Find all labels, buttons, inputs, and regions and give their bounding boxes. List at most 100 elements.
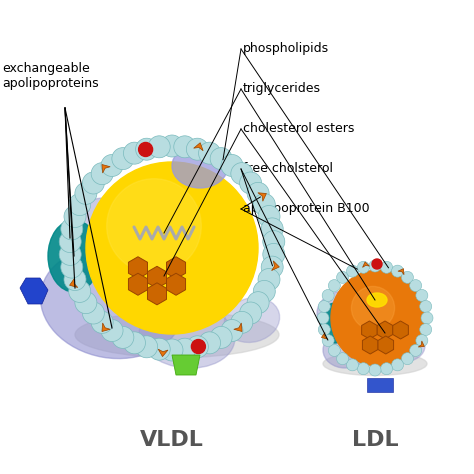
Circle shape [351,286,394,329]
Ellipse shape [64,198,144,262]
Circle shape [239,172,262,194]
Polygon shape [102,323,110,331]
Ellipse shape [139,304,235,368]
Circle shape [199,332,220,354]
Circle shape [221,319,243,342]
Circle shape [123,142,146,164]
Circle shape [392,265,403,277]
Circle shape [331,270,427,366]
Circle shape [416,335,428,346]
Ellipse shape [75,312,279,358]
Ellipse shape [40,247,183,359]
Circle shape [421,312,433,324]
Ellipse shape [377,284,413,312]
Circle shape [410,280,422,292]
Ellipse shape [48,220,100,292]
Text: phospholipids: phospholipids [243,42,329,55]
Circle shape [101,319,123,342]
Circle shape [64,268,86,291]
Circle shape [369,260,381,272]
Ellipse shape [367,293,387,307]
Polygon shape [147,283,166,305]
Circle shape [136,336,158,358]
Circle shape [239,302,262,324]
Polygon shape [363,336,378,354]
Polygon shape [147,266,166,288]
Polygon shape [70,278,78,288]
Circle shape [69,281,91,302]
Circle shape [138,143,153,156]
Circle shape [319,301,330,312]
Circle shape [61,256,83,278]
Polygon shape [377,321,393,339]
Circle shape [107,179,201,273]
Circle shape [61,218,83,240]
Circle shape [253,281,275,302]
Circle shape [372,259,382,269]
Ellipse shape [224,298,280,342]
Circle shape [419,324,432,336]
Polygon shape [362,321,377,339]
Circle shape [263,230,285,253]
Circle shape [231,163,253,185]
Circle shape [328,345,340,356]
Polygon shape [272,261,279,271]
Circle shape [210,147,232,170]
Ellipse shape [381,330,425,362]
Circle shape [186,138,209,160]
Ellipse shape [321,303,349,343]
Circle shape [410,345,422,356]
Polygon shape [102,164,110,173]
Polygon shape [20,278,48,304]
Circle shape [416,290,428,301]
Polygon shape [128,257,147,279]
Polygon shape [172,355,200,375]
Circle shape [136,138,158,160]
Circle shape [69,193,91,216]
Polygon shape [258,193,266,201]
Text: apolipoprotein B100: apolipoprotein B100 [243,202,370,215]
Text: triglycerides: triglycerides [243,82,321,95]
Circle shape [401,271,413,283]
Circle shape [357,261,369,273]
Circle shape [261,256,283,278]
Polygon shape [321,332,328,339]
Circle shape [101,155,123,176]
Circle shape [346,265,358,277]
Polygon shape [128,273,147,295]
Circle shape [317,312,329,324]
Circle shape [82,172,104,194]
Polygon shape [393,321,409,339]
Polygon shape [234,323,242,331]
Circle shape [322,290,334,301]
Circle shape [247,292,269,314]
Circle shape [161,339,183,361]
Circle shape [253,193,275,216]
Text: exchangeable
apolipoproteins: exchangeable apolipoproteins [2,62,99,90]
Circle shape [401,353,413,365]
Circle shape [174,136,196,158]
Circle shape [82,302,104,324]
Circle shape [337,271,348,283]
Circle shape [328,280,340,292]
Circle shape [381,261,392,273]
Polygon shape [398,269,404,275]
Circle shape [75,182,97,204]
Text: free cholsterol: free cholsterol [243,162,333,175]
Circle shape [86,162,258,334]
Circle shape [357,363,369,374]
Ellipse shape [172,144,228,188]
Polygon shape [378,336,393,354]
Text: cholesterol esters: cholesterol esters [243,122,355,135]
Circle shape [346,359,358,371]
Circle shape [174,338,196,360]
Circle shape [258,206,280,228]
Ellipse shape [317,291,373,335]
Circle shape [123,332,146,354]
Polygon shape [166,273,185,295]
Circle shape [186,336,209,358]
Circle shape [112,147,134,170]
Text: LDL: LDL [352,430,398,450]
Circle shape [231,311,253,333]
Polygon shape [367,378,393,392]
